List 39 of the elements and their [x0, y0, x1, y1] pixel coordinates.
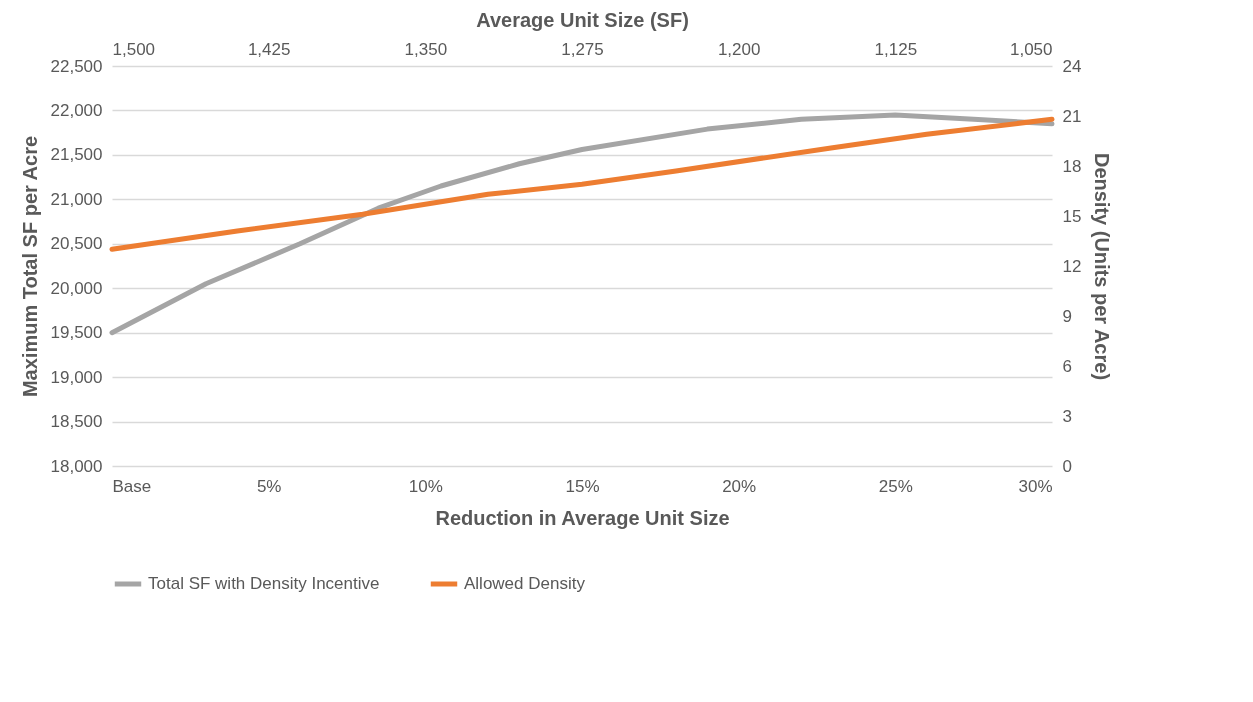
y-tick-label: 19,000 — [50, 367, 103, 387]
y-tick-label: 21,500 — [50, 145, 103, 165]
y-tick-label: 18,000 — [50, 456, 103, 476]
y2-tick-label: 24 — [1062, 56, 1082, 76]
x2-tick-label: 1,125 — [874, 39, 918, 59]
y2-tick-label: 18 — [1062, 156, 1082, 176]
x2-tick-label: 1,200 — [717, 39, 761, 59]
y2-tick-label: 12 — [1062, 256, 1082, 276]
y-tick-label: 20,500 — [50, 234, 103, 254]
y2-axis-title: Density (Units per Acre) — [1091, 152, 1114, 381]
x-tick-label: 15% — [565, 476, 600, 496]
legend-label: Allowed Density — [464, 574, 586, 593]
x-tick-label: 5% — [256, 476, 282, 496]
x-tick-label: 30% — [1018, 476, 1053, 496]
y-tick-label: 22,500 — [50, 56, 103, 76]
y-tick-label: 21,000 — [50, 189, 103, 209]
x-axis-title: Reduction in Average Unit Size — [435, 506, 730, 529]
y2-tick-label: 6 — [1062, 356, 1072, 376]
x2-tick-label: 1,050 — [1009, 39, 1053, 59]
x2-tick-label: 1,500 — [112, 39, 156, 59]
y-axis-title: Maximum Total SF per Acre — [18, 135, 41, 398]
x2-tick-label: 1,350 — [404, 39, 448, 59]
y2-tick-label: 21 — [1062, 106, 1082, 126]
y2-tick-label: 15 — [1062, 206, 1082, 226]
y-tick-label: 20,000 — [50, 278, 103, 298]
x2-axis-title: Average Unit Size (SF) — [476, 8, 689, 31]
x2-tick-label: 1,425 — [247, 39, 291, 59]
x-tick-label: Base — [112, 476, 152, 496]
y-tick-label: 22,000 — [50, 100, 103, 120]
y2-tick-label: 9 — [1062, 306, 1072, 326]
x-tick-label: 25% — [878, 476, 913, 496]
x-tick-label: 20% — [722, 476, 757, 496]
y-tick-label: 19,500 — [50, 323, 103, 343]
x2-tick-label: 1,275 — [561, 39, 604, 59]
y-tick-label: 18,500 — [50, 412, 103, 432]
y2-tick-label: 3 — [1062, 406, 1072, 426]
y2-tick-label: 0 — [1062, 456, 1072, 476]
legend-label: Total SF with Density Incentive — [148, 574, 380, 593]
x-tick-label: 10% — [408, 476, 443, 496]
